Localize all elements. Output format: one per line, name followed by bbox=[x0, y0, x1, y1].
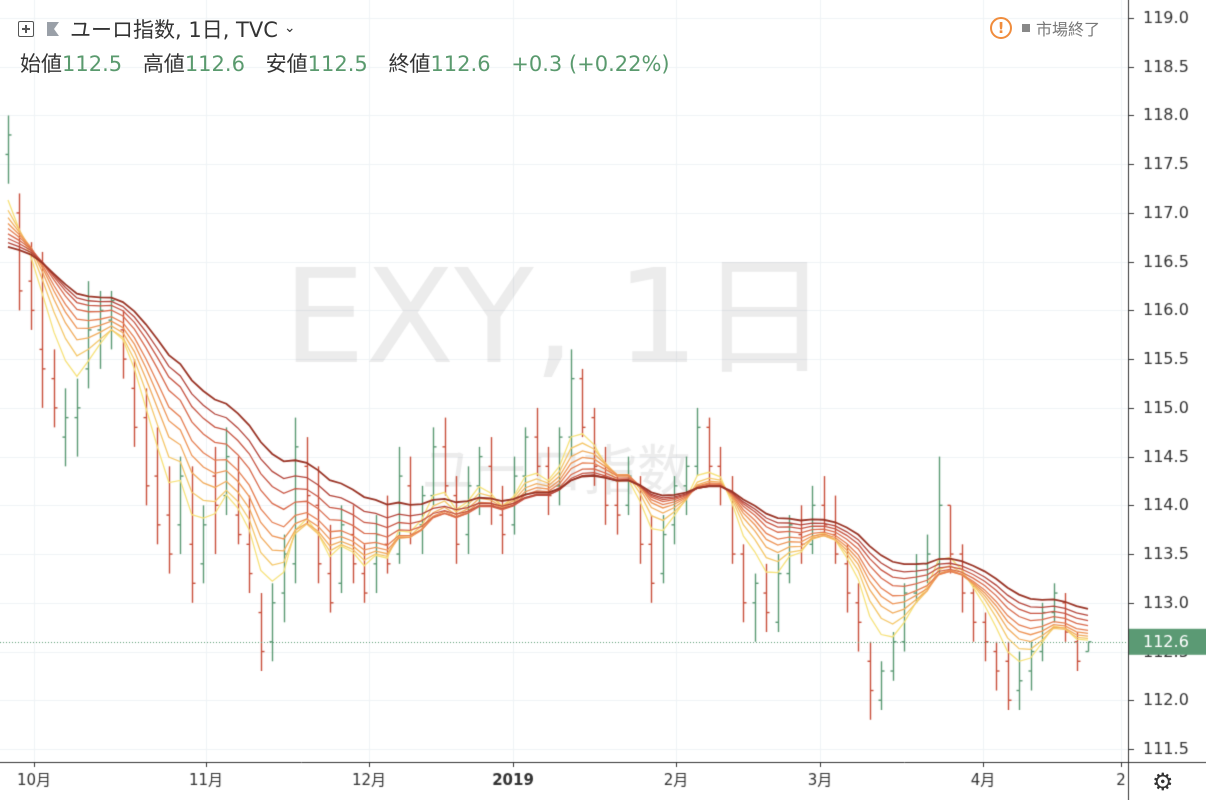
gear-icon[interactable]: ⚙ bbox=[1152, 768, 1174, 796]
symbol-title: ユーロ指数, 1日, TVC bbox=[70, 18, 278, 42]
chevron-down-icon[interactable]: ⌄ bbox=[283, 20, 296, 36]
expand-icon[interactable] bbox=[18, 21, 34, 37]
symbol-title-row[interactable]: ユーロ指数, 1日, TVC ⌄ bbox=[18, 14, 296, 44]
flag-icon bbox=[47, 22, 59, 36]
